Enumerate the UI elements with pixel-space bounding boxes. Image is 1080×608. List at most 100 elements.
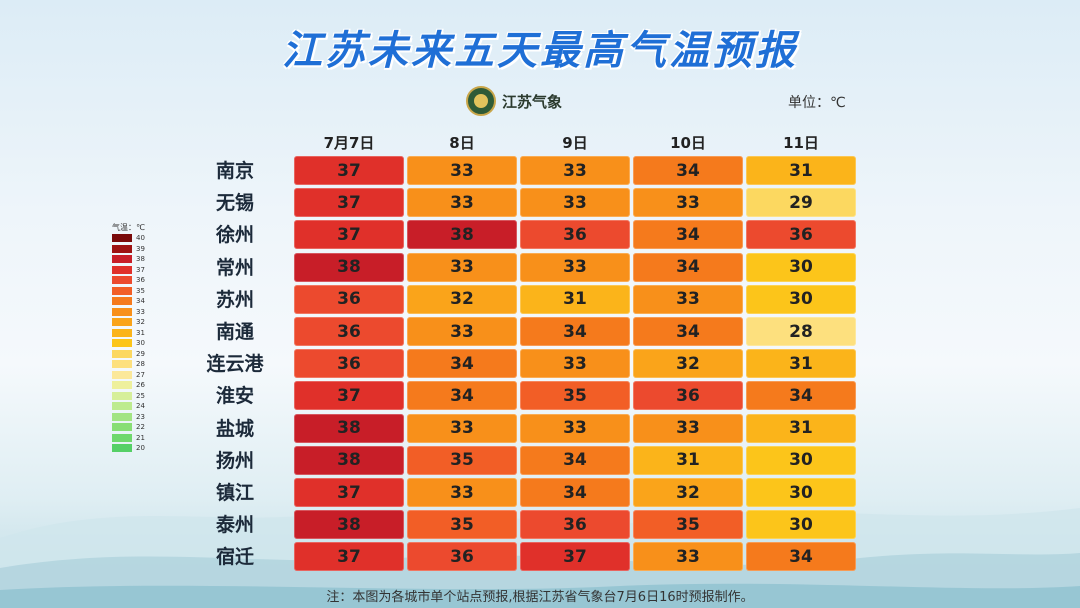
legend-swatch [112, 339, 132, 347]
temperature-cell: 36 [294, 349, 404, 379]
temperature-cell: 32 [633, 349, 743, 379]
temperature-cell: 36 [746, 220, 856, 250]
temperature-cell: 35 [407, 445, 517, 475]
temperature-cell: 38 [407, 220, 517, 250]
temperature-cell: 33 [407, 252, 517, 282]
temperature-cell: 37 [294, 381, 404, 411]
legend-label: 21 [136, 433, 145, 442]
legend-label: 31 [136, 328, 145, 337]
column-header: 7月7日 [323, 134, 375, 152]
legend-swatch [112, 402, 132, 410]
temperature-cell: 30 [746, 284, 856, 314]
legend-item: 28 [112, 360, 145, 368]
legend-item: 32 [112, 318, 145, 326]
legend-label: 25 [136, 391, 145, 400]
legend-item: 20 [112, 444, 145, 452]
city-label: 无锡 [215, 192, 254, 215]
temperature-cell: 28 [746, 317, 856, 346]
temperature-cell: 37 [294, 478, 404, 507]
temperature-cell: 34 [520, 317, 630, 346]
temperature-cell: 34 [407, 349, 517, 379]
legend-label: 20 [136, 444, 145, 452]
city-label: 徐州 [215, 224, 254, 247]
legend-label: 29 [136, 349, 145, 358]
temperature-cell: 31 [746, 413, 856, 443]
legend-swatch [112, 360, 132, 368]
legend-label: 34 [136, 297, 145, 305]
legend-item: 24 [112, 402, 145, 410]
temperature-cell: 33 [520, 413, 630, 443]
legend-label: 23 [136, 412, 145, 421]
temperature-cell: 38 [294, 510, 404, 540]
legend-label: 22 [136, 423, 145, 431]
legend-swatch [112, 234, 132, 242]
unit-label: 单位：℃ [788, 95, 846, 111]
temperature-cell: 34 [407, 381, 517, 411]
logo-text: 江苏气象 [502, 92, 563, 111]
legend-label: 30 [136, 339, 145, 347]
legend-label: 39 [136, 244, 145, 253]
legend-swatch [112, 328, 132, 337]
legend-label: 33 [136, 307, 145, 316]
legend-item: 35 [112, 286, 145, 295]
temperature-cell: 37 [294, 220, 404, 250]
temperature-cell: 38 [294, 413, 404, 443]
legend-item: 30 [112, 339, 145, 347]
temperature-cell: 38 [294, 252, 404, 282]
temperature-cell: 31 [746, 349, 856, 379]
temperature-cell: 37 [294, 542, 404, 572]
temperature-cell: 33 [520, 252, 630, 282]
legend-swatch [112, 349, 132, 358]
legend-swatch [112, 286, 132, 295]
temperature-cell: 37 [294, 156, 404, 185]
temperature-cell: 33 [520, 349, 630, 379]
temperature-cell: 34 [746, 542, 856, 572]
temperature-cell: 33 [633, 413, 743, 443]
legend-swatch [112, 244, 132, 253]
temperature-cell: 33 [407, 413, 517, 443]
temperature-cell: 36 [294, 284, 404, 314]
legend-item: 25 [112, 391, 145, 400]
temperature-cell: 36 [520, 510, 630, 540]
legend-item: 37 [112, 265, 145, 274]
temperature-cell: 30 [746, 478, 856, 507]
legend-item: 39 [112, 244, 145, 253]
legend-swatch [112, 433, 132, 442]
temperature-cell: 29 [746, 188, 856, 218]
legend-swatch [112, 318, 132, 326]
legend-swatch [112, 297, 132, 305]
temperature-cell: 33 [407, 156, 517, 185]
temperature-cell: 32 [633, 478, 743, 507]
temperature-cell: 31 [520, 284, 630, 314]
legend-swatch [112, 423, 132, 431]
temperature-cell: 34 [633, 220, 743, 250]
legend-item: 26 [112, 381, 145, 389]
city-label: 扬州 [215, 449, 254, 472]
temperature-cell: 36 [633, 381, 743, 411]
legend-swatch [112, 444, 132, 452]
legend-label: 38 [136, 255, 145, 263]
temperature-cell: 36 [294, 317, 404, 346]
legend-item: 27 [112, 370, 145, 379]
temperature-cell: 34 [520, 478, 630, 507]
temperature-cell: 33 [633, 188, 743, 218]
legend-swatch [112, 391, 132, 400]
city-label: 淮安 [215, 385, 254, 408]
page-title: 江苏未来五天最高气温预报 [282, 28, 798, 74]
jiangsu-meteorology-emblem-icon [466, 86, 496, 116]
legend-swatch [112, 255, 132, 263]
legend-item: 23 [112, 412, 145, 421]
legend-item: 33 [112, 307, 145, 316]
legend-label: 36 [136, 276, 145, 284]
temperature-cell: 33 [407, 478, 517, 507]
city-label: 南京 [215, 160, 254, 182]
logo: 江苏气象 [466, 86, 562, 116]
temperature-cell: 33 [520, 156, 630, 185]
legend-label: 28 [136, 360, 145, 368]
city-label: 连云港 [206, 353, 264, 376]
temperature-cell: 37 [520, 542, 630, 572]
legend-item: 21 [112, 433, 145, 442]
legend-swatch [112, 370, 132, 379]
temperature-cell: 34 [746, 381, 856, 411]
temperature-cell: 33 [633, 284, 743, 314]
